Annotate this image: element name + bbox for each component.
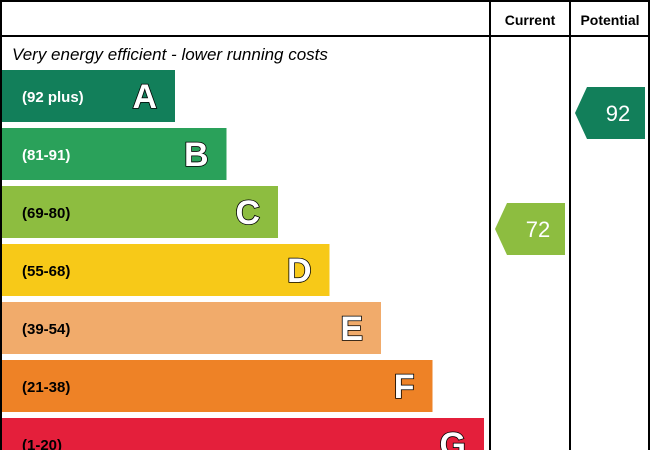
- band-c-range: (69-80): [22, 205, 70, 222]
- band-b-range: (81-91): [22, 147, 70, 164]
- markers-layer: 72 92: [495, 87, 645, 255]
- band-e-letter: E: [340, 310, 363, 348]
- current-rating-marker: 72: [495, 203, 565, 255]
- band-g-letter: G: [440, 426, 466, 450]
- band-e-bar: [0, 302, 381, 354]
- band-c-letter: C: [235, 194, 260, 232]
- band-f-letter: F: [394, 368, 415, 406]
- band-c: (69-80) C: [0, 186, 278, 238]
- band-a-bar: [0, 70, 175, 122]
- potential-rating-value: 92: [606, 101, 630, 126]
- potential-rating-arrow: [575, 87, 645, 139]
- band-e: (39-54) E: [0, 302, 381, 354]
- band-d-range: (55-68): [22, 263, 70, 280]
- potential-column-header: Potential: [580, 12, 639, 28]
- band-d-letter: D: [287, 252, 312, 290]
- band-g-range: (1-20): [22, 437, 62, 450]
- current-rating-value: 72: [526, 217, 550, 242]
- band-d: (55-68) D: [0, 244, 330, 296]
- band-b-letter: B: [184, 136, 209, 174]
- potential-rating-marker: 92: [575, 87, 645, 139]
- band-a-letter: A: [132, 78, 157, 116]
- band-d-bar: [0, 244, 330, 296]
- band-a: (92 plus) A: [0, 70, 175, 122]
- band-b: (81-91) B: [0, 128, 227, 180]
- band-f-range: (21-38): [22, 379, 70, 396]
- band-b-bar: [0, 128, 227, 180]
- band-e-range: (39-54): [22, 321, 70, 338]
- current-column-header: Current: [505, 12, 556, 28]
- current-rating-arrow: [495, 203, 565, 255]
- band-c-bar: [0, 186, 278, 238]
- band-f-bar: [0, 360, 433, 412]
- band-g: (1-20) G: [0, 418, 484, 450]
- chart-subtitle: Very energy efficient - lower running co…: [12, 45, 328, 64]
- bands-layer: (92 plus) A (81-91) B (69-80) C (55-68) D (39-54…: [0, 70, 484, 450]
- band-f: (21-38) F: [0, 360, 433, 412]
- band-a-range: (92 plus): [22, 89, 84, 106]
- band-g-bar: [0, 418, 484, 450]
